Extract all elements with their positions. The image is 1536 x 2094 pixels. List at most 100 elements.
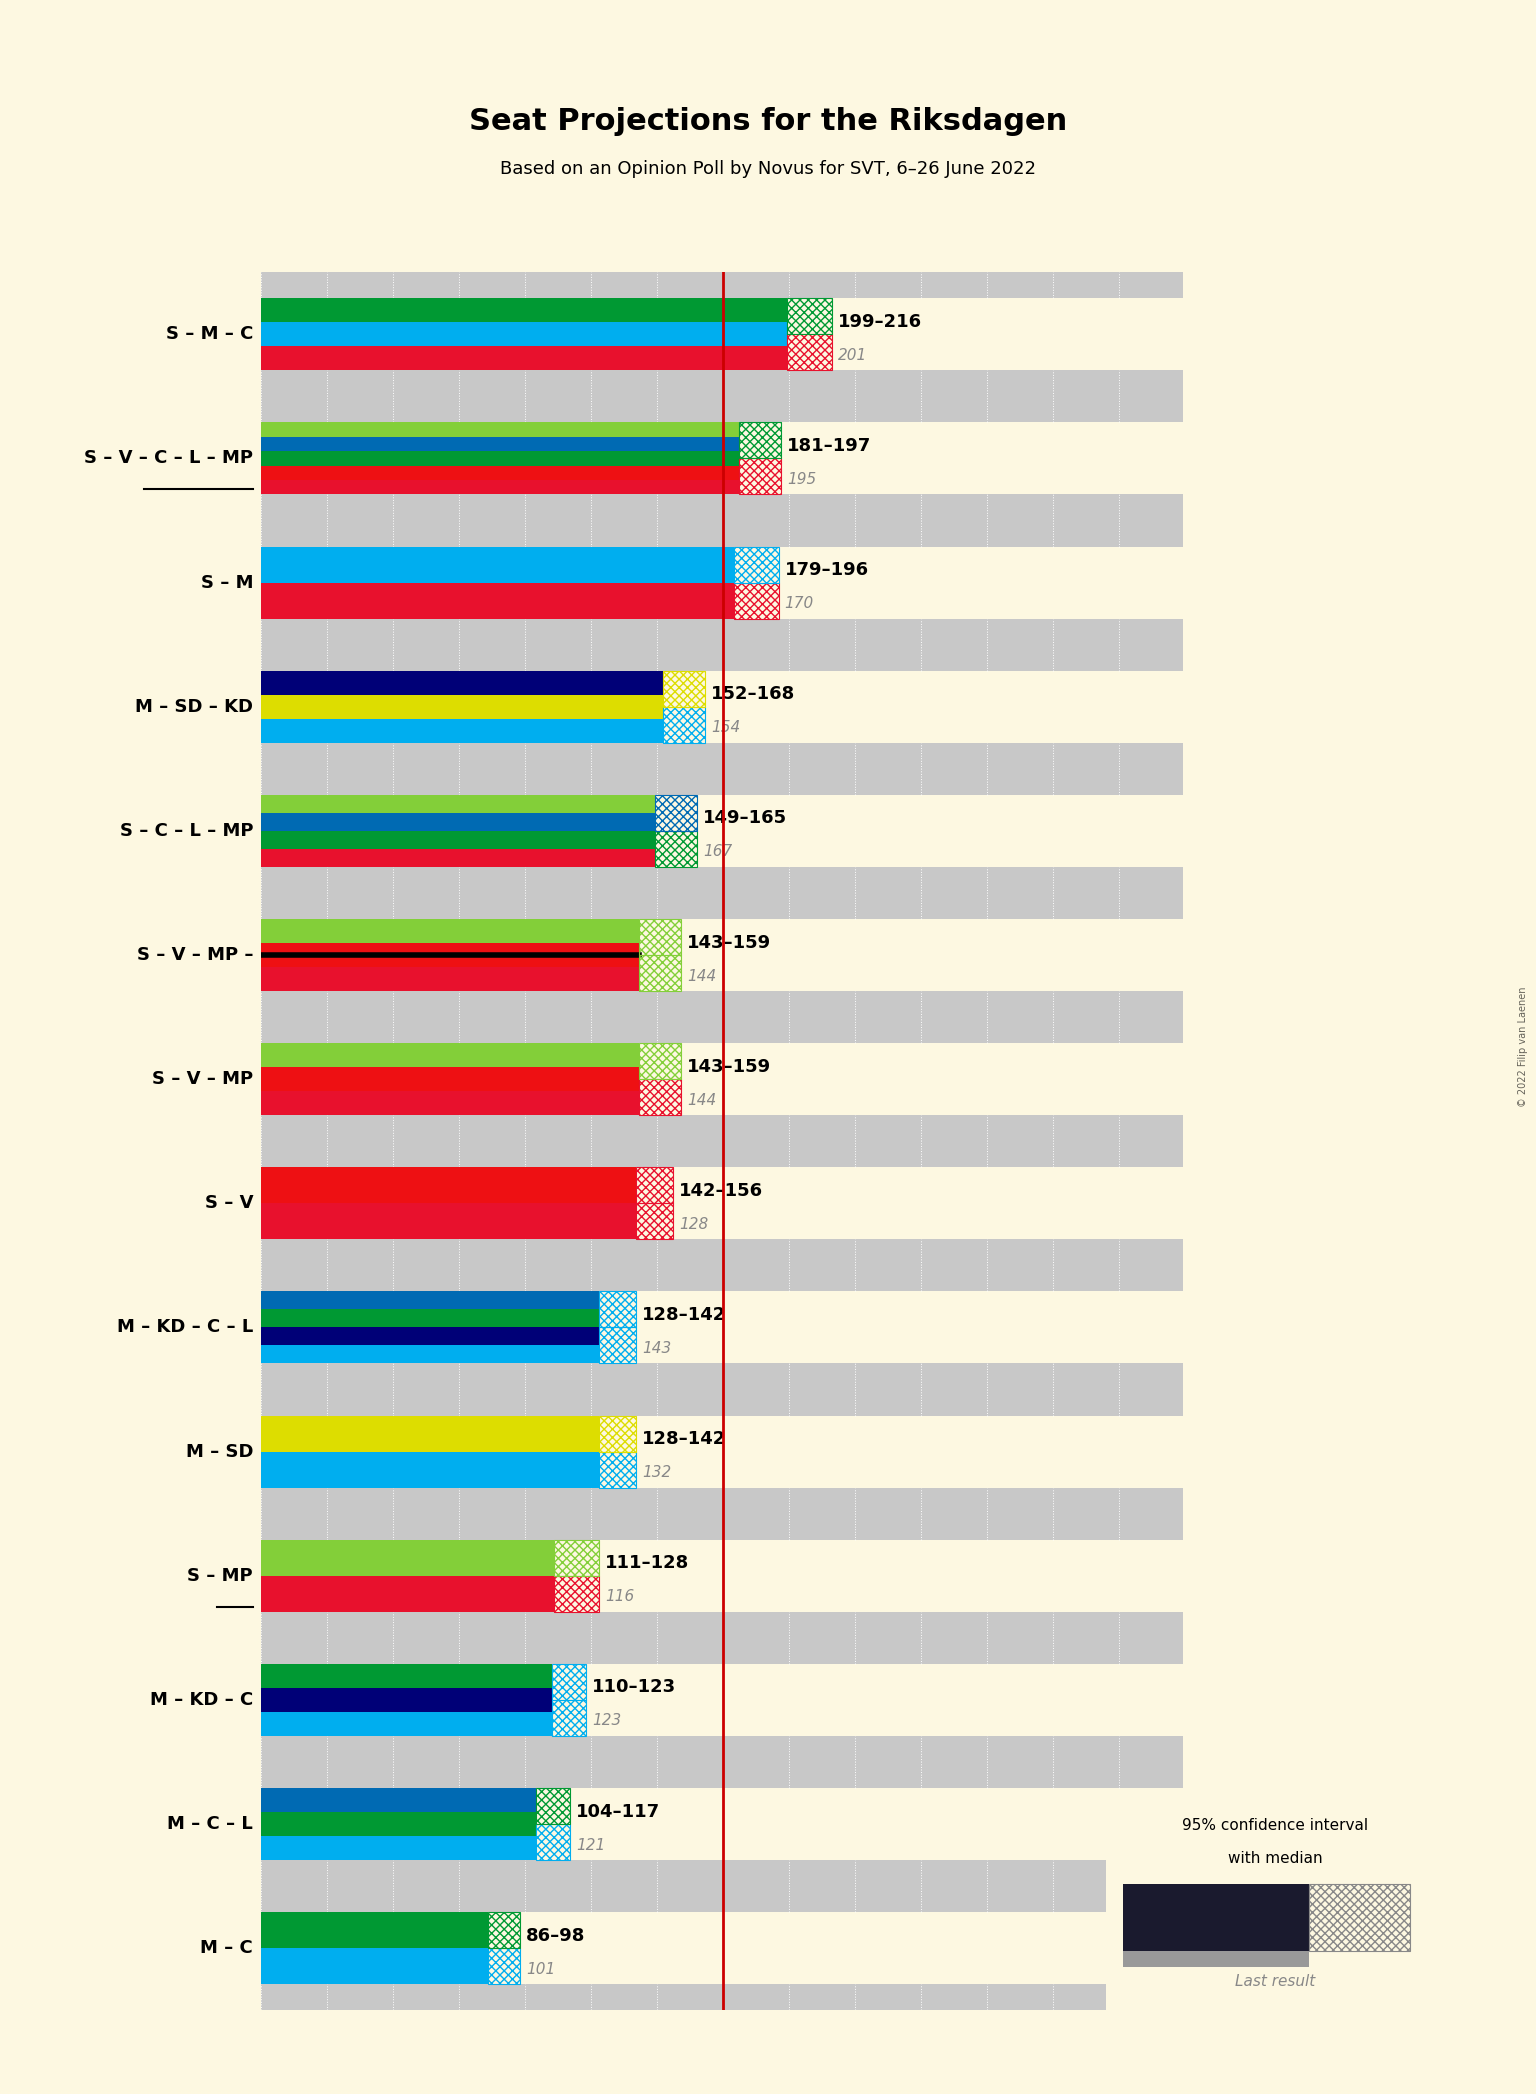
Bar: [662, 670, 705, 708]
Bar: [599, 1451, 636, 1487]
Text: M – KD – C – L: M – KD – C – L: [117, 1319, 253, 1336]
Text: 170: 170: [785, 597, 814, 611]
Bar: [261, 1309, 599, 1328]
Text: S – V: S – V: [204, 1194, 253, 1212]
Bar: [261, 396, 1183, 423]
Text: 167: 167: [703, 844, 733, 859]
Bar: [261, 1265, 1183, 1292]
Bar: [488, 1912, 519, 1947]
Bar: [261, 1912, 488, 1947]
Bar: [739, 423, 782, 459]
Bar: [261, 1068, 639, 1091]
Text: 116: 116: [605, 1589, 634, 1604]
Bar: [1123, 1952, 1309, 1966]
Text: 142–156: 142–156: [679, 1181, 763, 1200]
Bar: [261, 1539, 554, 1575]
Bar: [261, 423, 739, 438]
Bar: [261, 1240, 1183, 1265]
Text: S – M: S – M: [201, 574, 253, 593]
Bar: [536, 1824, 570, 1859]
Text: 144: 144: [687, 970, 716, 984]
Bar: [261, 942, 639, 967]
Bar: [536, 1788, 570, 1824]
Bar: [639, 955, 680, 990]
Bar: [261, 521, 1183, 547]
Text: 121: 121: [576, 1839, 605, 1853]
Bar: [654, 796, 697, 831]
Bar: [261, 618, 1183, 645]
Text: Seat Projections for the Riksdagen: Seat Projections for the Riksdagen: [468, 107, 1068, 136]
Text: with median: with median: [1227, 1851, 1322, 1866]
Bar: [554, 1575, 599, 1612]
Bar: [261, 1116, 1183, 1141]
Bar: [261, 1575, 554, 1612]
Text: 181–197: 181–197: [788, 438, 871, 454]
Text: 179–196: 179–196: [785, 561, 869, 580]
Bar: [261, 867, 1183, 892]
Bar: [261, 1416, 599, 1451]
Bar: [261, 1091, 639, 1116]
Bar: [261, 1363, 1183, 1390]
Text: 123: 123: [591, 1713, 621, 1728]
Bar: [488, 1947, 519, 1985]
Bar: [261, 1859, 1183, 1887]
Bar: [261, 1141, 1183, 1166]
Text: S – C – L – MP: S – C – L – MP: [120, 821, 253, 840]
Bar: [261, 1292, 599, 1309]
Bar: [261, 1451, 599, 1487]
Bar: [261, 1043, 639, 1068]
Bar: [261, 465, 739, 480]
Text: 128–142: 128–142: [642, 1307, 727, 1323]
Bar: [261, 919, 639, 942]
Bar: [261, 1390, 1183, 1416]
Text: 199–216: 199–216: [837, 312, 922, 331]
Bar: [261, 1811, 536, 1836]
Text: Based on an Opinion Poll by Novus for SVT, 6–26 June 2022: Based on an Opinion Poll by Novus for SV…: [501, 159, 1035, 178]
Bar: [261, 1665, 551, 1688]
Text: 110–123: 110–123: [591, 1679, 676, 1696]
Bar: [261, 1788, 536, 1811]
Bar: [261, 371, 1183, 396]
Text: S – V – MP –: S – V – MP –: [137, 946, 253, 963]
Text: S – V – MP: S – V – MP: [152, 1070, 253, 1089]
Bar: [261, 743, 1183, 768]
Bar: [261, 796, 654, 812]
Bar: [261, 670, 662, 695]
Bar: [551, 1700, 585, 1736]
Text: S – V – C – L – MP: S – V – C – L – MP: [84, 450, 253, 467]
Bar: [261, 718, 662, 743]
Bar: [261, 1985, 1183, 2010]
Bar: [662, 708, 705, 743]
Text: 104–117: 104–117: [576, 1803, 660, 1820]
Text: 143–159: 143–159: [687, 1057, 771, 1076]
Bar: [261, 297, 786, 322]
Bar: [261, 812, 654, 831]
Bar: [261, 768, 1183, 796]
Bar: [1309, 1885, 1410, 1952]
Text: 143–159: 143–159: [687, 934, 771, 951]
Bar: [261, 346, 786, 371]
Text: 144: 144: [687, 1093, 716, 1108]
Text: M – SD – KD: M – SD – KD: [135, 697, 253, 716]
Bar: [639, 919, 680, 955]
Bar: [261, 645, 1183, 670]
Bar: [261, 1887, 1183, 1912]
Bar: [551, 1665, 585, 1700]
Bar: [734, 582, 779, 618]
Bar: [261, 1346, 599, 1363]
Bar: [261, 322, 786, 346]
Bar: [639, 1043, 680, 1078]
Bar: [261, 695, 662, 718]
Bar: [261, 1736, 1183, 1761]
Bar: [261, 892, 1183, 919]
Bar: [261, 1688, 551, 1713]
Bar: [261, 582, 734, 618]
Bar: [639, 1078, 680, 1116]
Bar: [636, 1204, 673, 1240]
Bar: [261, 1947, 488, 1985]
Text: S – MP: S – MP: [187, 1566, 253, 1585]
Text: 128: 128: [679, 1217, 708, 1231]
Text: © 2022 Filip van Laenen: © 2022 Filip van Laenen: [1518, 986, 1528, 1108]
Text: 195: 195: [788, 471, 817, 488]
Bar: [786, 335, 831, 371]
